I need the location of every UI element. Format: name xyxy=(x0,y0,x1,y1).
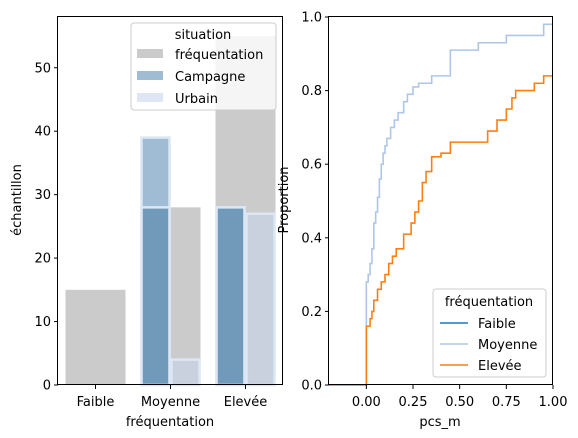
bar-frequentation-0 xyxy=(65,289,126,385)
left-y-tick-label-1: 10 xyxy=(34,315,51,330)
right-y-tick-label-1: 0.2 xyxy=(301,305,322,320)
right-x-tick-label-2: 0.50 xyxy=(445,395,474,410)
left-x-tick-label-0: Faible xyxy=(77,395,115,410)
legend-label-faible: Faible xyxy=(478,317,516,332)
left-legend-title: situation xyxy=(175,28,232,43)
right-y-ticks: 0.0 0.2 0.4 0.6 0.8 1.0 xyxy=(301,11,329,394)
right-legend-box xyxy=(432,288,547,378)
right-x-ticks: 0.00 0.25 0.50 0.75 1.00 xyxy=(352,385,568,410)
bar-campagne-b-2 xyxy=(215,206,246,387)
left-x-axis-label: fréquentation xyxy=(126,415,214,430)
right-chart: 0.00.20.40.60.81.0 0.00 0.25 0.50 0.75 1.00 … xyxy=(277,11,567,431)
left-legend: situation fréquentation Campagne Urbain xyxy=(130,22,277,111)
left-x-tick-label-2: Elevée xyxy=(224,395,268,410)
right-y-tick-label-3: 0.6 xyxy=(301,158,322,173)
right-x-tick-label-3: 0.75 xyxy=(492,395,521,410)
left-x-ticks: Faible Moyenne Elevée xyxy=(77,385,268,410)
right-y-tick-label-4: 0.8 xyxy=(301,84,322,99)
left-y-axis-label: échantillon xyxy=(10,164,25,236)
left-x-tick-label-1: Moyenne xyxy=(141,395,200,410)
right-x-axis-label: pcs_m xyxy=(419,415,460,430)
bar-urbain-1 xyxy=(170,358,201,387)
right-plot-frame xyxy=(328,16,553,385)
left-y-tick-label-0: 0 xyxy=(43,379,51,394)
left-y-tick-label-3: 30 xyxy=(34,188,51,203)
right-y-tick-label-5: 1.0 xyxy=(301,11,322,26)
right-x-tick-label-1: 0.25 xyxy=(399,395,428,410)
right-y-axis-label: Proportion xyxy=(277,166,292,233)
legend-label-moyenne: Moyenne xyxy=(478,338,537,353)
left-plot-frame xyxy=(57,16,283,385)
ecdf-line-elevee xyxy=(329,75,553,386)
right-x-tick-label-4: 1.00 xyxy=(539,395,568,410)
legend-label-urbain: Urbain xyxy=(175,92,218,107)
right-ecdf-lines xyxy=(329,23,553,386)
legend-label-frequentation: fréquentation xyxy=(175,48,263,63)
left-y-tick-label-2: 20 xyxy=(34,252,51,267)
legend-swatch-urbain xyxy=(137,93,163,102)
bar-campagne-b-1 xyxy=(140,206,171,387)
right-y-tick-label-2: 0.4 xyxy=(301,231,322,246)
ecdf-line-moyenne xyxy=(329,23,553,386)
left-y-tick-label-4: 40 xyxy=(34,125,51,140)
right-y-tick-label-0: 0.0 xyxy=(301,379,322,394)
legend-swatch-frequentation xyxy=(137,49,163,58)
left-legend-box xyxy=(130,22,277,111)
bar-urbain-2 xyxy=(245,212,276,387)
right-legend-title: fréquentation xyxy=(445,295,533,310)
left-y-ticks: 0 10 20 30 40 50 xyxy=(34,61,58,394)
left-y-tick-label-5: 50 xyxy=(34,61,51,76)
legend-label-elevee: Elevée xyxy=(478,359,522,374)
left-chart: 0 10 20 30 40 50 Faible Moyenne Elevée fréquent… xyxy=(10,16,283,430)
legend-label-campagne: Campagne xyxy=(175,70,245,85)
right-legend: fréquentation Faible Moyenne Elevée xyxy=(432,288,547,378)
right-x-tick-label-0: 0.00 xyxy=(352,395,381,410)
legend-swatch-campagne xyxy=(137,71,163,80)
